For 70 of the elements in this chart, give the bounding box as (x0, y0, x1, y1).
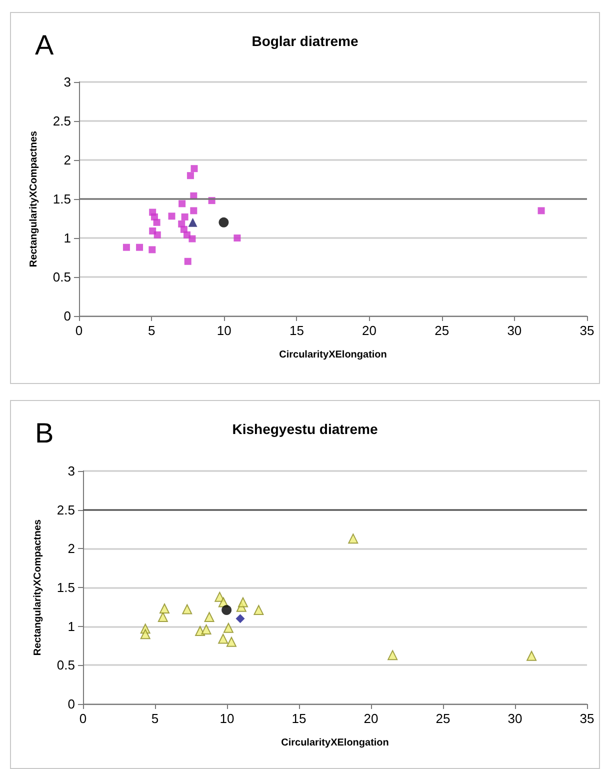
point (348, 534, 358, 544)
y-tick-label: 0.5 (52, 270, 71, 284)
point (158, 612, 168, 622)
x-tick-label: 30 (508, 711, 522, 726)
point (223, 622, 234, 633)
point (526, 650, 537, 661)
y-tick-label: 3 (68, 464, 75, 478)
x-axis-title: CircularityXElongation (279, 350, 387, 360)
x-tick-label: 5 (148, 323, 156, 338)
x-axis-title: CircularityXElongation (281, 738, 389, 748)
point (190, 165, 198, 172)
y-tick-label: 2 (68, 541, 75, 556)
point (188, 235, 196, 242)
point (178, 200, 186, 208)
point (222, 605, 232, 616)
x-tick-label: 5 (151, 711, 159, 726)
x-tick-label: 15 (292, 711, 306, 726)
x-tick-label: 20 (362, 323, 377, 338)
x-tick-label: 15 (289, 323, 304, 338)
y-tick-label: 2.5 (56, 502, 75, 518)
x-tick-label: 20 (364, 711, 378, 726)
x-tick-label: 35 (580, 323, 594, 338)
point (122, 244, 130, 251)
point (153, 218, 160, 226)
point (226, 636, 236, 647)
chart-title: Kishegyestu diatreme (232, 421, 378, 437)
y-tick-label: 1.5 (52, 192, 71, 206)
point (168, 212, 176, 220)
y-axis-title: RectangularityXCompactnes (32, 518, 44, 656)
y-tick-label: 1.5 (56, 580, 75, 595)
x-tick-label: 35 (580, 711, 594, 726)
point (234, 234, 241, 242)
point (136, 244, 144, 251)
x-tick-label: 25 (436, 711, 450, 726)
point (186, 172, 194, 180)
point (238, 597, 248, 608)
point (204, 612, 214, 622)
x-tick-label: 25 (434, 323, 450, 338)
point (218, 634, 228, 644)
text: B (35, 418, 54, 448)
point (182, 604, 192, 614)
y-tick-label: 0 (68, 696, 75, 712)
y-axis-title: RectangularityXCompactnes (28, 130, 40, 268)
point (181, 213, 188, 220)
x-tick-label: 10 (220, 711, 234, 726)
point (538, 207, 545, 214)
point (148, 246, 156, 254)
point (188, 218, 198, 227)
point (388, 650, 398, 660)
x-tick-label: 30 (507, 323, 522, 338)
y-tick-label: 3 (64, 74, 71, 90)
x-tick-label: 0 (79, 711, 87, 726)
y-tick-label: 0.5 (56, 658, 75, 673)
y-tick-label: 1 (68, 618, 75, 634)
y-tick-label: 2.5 (52, 114, 71, 128)
point (140, 629, 150, 640)
point (201, 624, 212, 634)
y-tick-label: 1 (64, 230, 71, 246)
point (160, 603, 170, 614)
text: A (35, 30, 54, 60)
point (190, 207, 198, 214)
point (184, 258, 192, 265)
y-tick-label: 2 (64, 152, 71, 168)
y-tick-label: 0 (64, 308, 71, 324)
point (154, 231, 161, 238)
chart-title: Boglar diatreme (252, 33, 359, 49)
point (254, 605, 264, 616)
x-tick-label: 10 (216, 323, 232, 338)
point (218, 217, 229, 228)
point (236, 614, 245, 624)
